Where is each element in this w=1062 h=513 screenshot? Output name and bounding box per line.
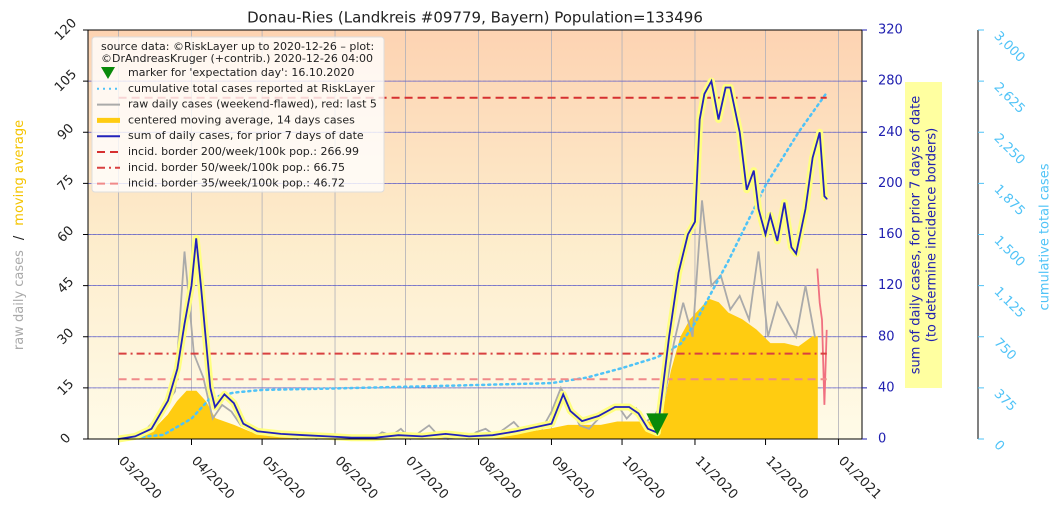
y2-label-box	[905, 82, 942, 388]
y-tick-label: 45	[55, 274, 77, 296]
y-tick-label: 60	[55, 223, 77, 245]
y3-tick-label: 3,000	[991, 29, 1028, 66]
y-tick-label: 15	[55, 377, 77, 399]
x-tick-label: 03/2020	[115, 454, 164, 503]
y3-tick-label: 1,875	[991, 182, 1028, 219]
y-label-part: moving average	[12, 120, 27, 226]
legend-label: sum of daily cases, for prior 7 days of …	[128, 129, 364, 142]
chart-title: Donau-Ries (Landkreis #09779, Bayern) Po…	[247, 9, 703, 27]
expectation-marker	[646, 413, 669, 436]
y2-tick-label: 240	[878, 125, 903, 140]
x-tick-label: 06/2020	[332, 454, 381, 503]
x-tick-label: 05/2020	[259, 454, 308, 503]
legend-label: incid. border 35/week/100k pop.: 46.72	[128, 177, 345, 190]
legend-box	[91, 36, 385, 193]
y3-tick-label: 750	[991, 335, 1019, 363]
y3-tick-label: 1,125	[991, 284, 1028, 321]
series-line	[117, 91, 828, 441]
y2-tick-label: 80	[878, 329, 895, 344]
y-tick-label: 0	[58, 431, 74, 447]
y3-axis-label: cumulative total cases	[1038, 163, 1053, 310]
legend-label: incid. border 200/week/100k pop.: 266.99	[128, 145, 359, 158]
y-tick-label: 30	[55, 326, 77, 348]
y2-tick-label: 120	[878, 278, 903, 293]
y3-tick-label: 2,250	[991, 131, 1028, 168]
y-label-part: raw daily cases	[12, 250, 27, 350]
legend-label: raw daily cases (weekend-flawed), red: l…	[128, 98, 377, 111]
series-line	[117, 78, 828, 440]
source-note: ©DrAndreasKruger (+contrib.) 2020-12-26 …	[101, 52, 373, 65]
x-tick-label: 12/2020	[762, 454, 811, 503]
y2-tick-label: 40	[878, 380, 895, 395]
x-tick-label: 07/2020	[402, 454, 451, 503]
marks	[117, 77, 830, 443]
legend-label: centered moving average, 14 days cases	[128, 113, 355, 126]
y2-axis-label: sum of daily cases, for prior 7 days of …	[909, 96, 924, 375]
y2-axis-label: (to determine incidence borders)	[925, 128, 940, 343]
y3-tick-label: 375	[991, 387, 1019, 415]
x-tick-label: 01/2021	[835, 454, 884, 503]
y2-tick-label: 200	[878, 176, 903, 191]
legend-label: marker for 'expectation day': 16.10.2020	[128, 66, 354, 79]
y2-tick-label: 160	[878, 227, 903, 242]
moving-average-area	[118, 298, 818, 440]
y-tick-label: 120	[52, 16, 80, 44]
y-tick-label: 90	[55, 121, 77, 143]
y-axis-label: raw daily cases / moving average	[12, 120, 27, 350]
y-tick-label: 75	[55, 172, 77, 194]
x-tick-label: 11/2020	[692, 454, 741, 503]
y3-tick-label: 0	[991, 438, 1007, 454]
y2-tick-label: 320	[878, 23, 903, 38]
y2-tick-label: 280	[878, 74, 903, 89]
y-tick-label: 105	[52, 67, 80, 95]
legend-label: cumulative total cases reported at RiskL…	[128, 82, 375, 95]
y2-tick-label: 0	[878, 432, 886, 447]
y-label-part: /	[12, 235, 27, 240]
x-tick-label: 09/2020	[548, 454, 597, 503]
legend: source data: ©RiskLayer up to 2020-12-26…	[91, 36, 385, 193]
legend-symbol	[101, 67, 115, 79]
y3-tick-label: 2,625	[991, 80, 1028, 117]
y3-tick-label: 1,500	[991, 233, 1028, 270]
source-note: source data: ©RiskLayer up to 2020-12-26…	[101, 40, 374, 53]
legend-label: incid. border 50/week/100k pop.: 66.75	[128, 161, 345, 174]
x-tick-label: 04/2020	[188, 454, 237, 503]
x-tick-label: 08/2020	[475, 454, 524, 503]
x-tick-label: 10/2020	[619, 454, 668, 503]
